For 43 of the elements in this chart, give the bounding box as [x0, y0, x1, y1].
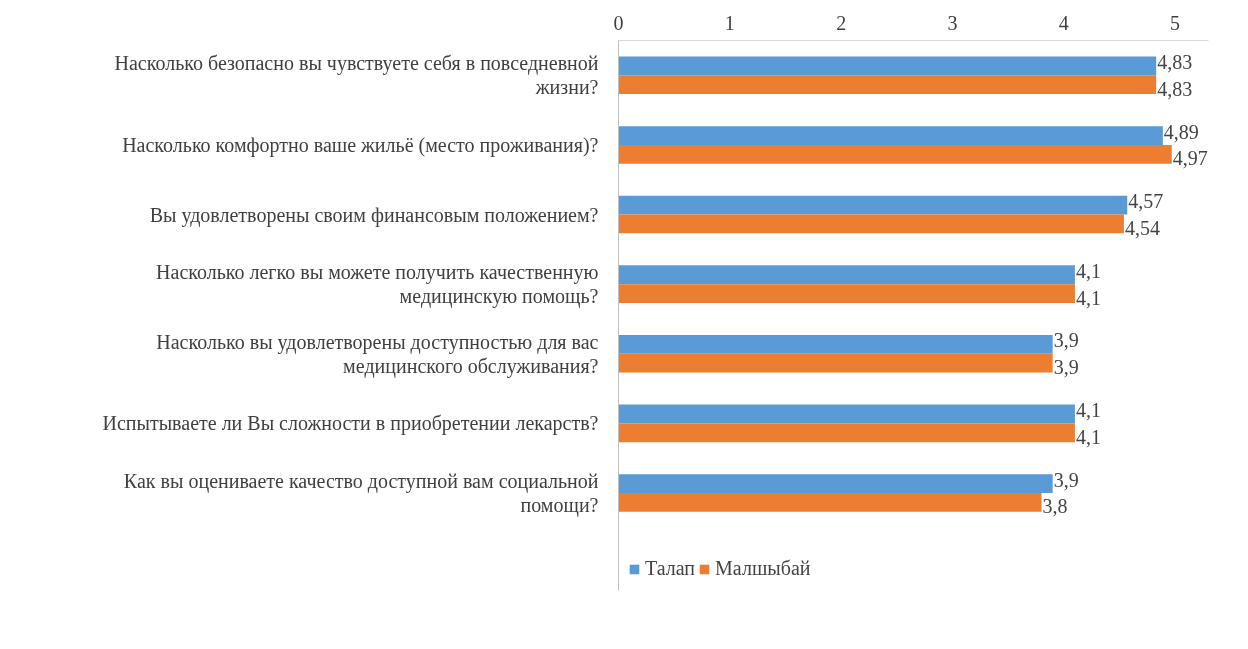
bar: [618, 265, 1075, 285]
bar: [618, 423, 1075, 443]
data-label: 4,83: [1157, 50, 1193, 73]
data-label: 3,9: [1053, 468, 1079, 491]
legend-label: Талап: [645, 557, 696, 580]
legend-label: Малшыбай: [715, 557, 811, 580]
bar: [618, 353, 1053, 373]
y-tick-label: Испытываете ли Вы сложности в приобретении лекарств?: [102, 412, 599, 436]
bar: [618, 334, 1053, 354]
bar: [618, 214, 1124, 234]
x-tick-label: 3: [947, 11, 958, 34]
data-label: 4,57: [1128, 190, 1164, 213]
data-label: 3,9: [1053, 356, 1079, 379]
bar: [618, 404, 1075, 424]
y-tick-label: Насколько комфортно ваше жильё (место проживания)?: [122, 133, 599, 157]
data-label: 3,8: [1042, 495, 1068, 518]
data-label: 4,97: [1172, 147, 1208, 170]
data-label: 3,9: [1053, 329, 1079, 352]
data-label: 4,1: [1075, 425, 1101, 448]
data-label: 4,1: [1075, 399, 1101, 422]
y-tick-label: Насколько легко вы можете получить качественную медицинскую помощь?: [156, 261, 599, 309]
y-tick-label: Насколько безопасно вы чувствуете себя в повседневной жизни?: [114, 52, 599, 99]
data-label: 4,1: [1075, 259, 1101, 282]
y-tick-label: Как вы оцениваете качество доступной вам социальной помощи?: [123, 469, 599, 518]
x-tick-label: 1: [724, 11, 735, 34]
bar: [618, 493, 1042, 512]
bar: [618, 56, 1157, 76]
x-tick-label: 2: [836, 11, 847, 34]
bar: [618, 75, 1157, 95]
bar: [618, 474, 1053, 494]
bar: [618, 144, 1172, 164]
x-tick-label: 0: [613, 11, 624, 34]
data-label: 4,1: [1075, 286, 1101, 309]
bar: [618, 195, 1128, 215]
bar: [618, 284, 1075, 303]
x-tick-label: 4: [1058, 11, 1069, 34]
data-label: 4,89: [1163, 120, 1199, 143]
data-label: 4,54: [1124, 216, 1160, 239]
bar: [618, 126, 1163, 145]
x-tick-label: 5: [1170, 11, 1181, 34]
data-label: 4,83: [1157, 77, 1193, 100]
y-tick-label: Насколько вы удовлетворены доступностью для вас медицинского обслуживания?: [156, 330, 599, 378]
y-tick-label: Вы удовлетворены своим финансовым положением?: [149, 203, 599, 227]
